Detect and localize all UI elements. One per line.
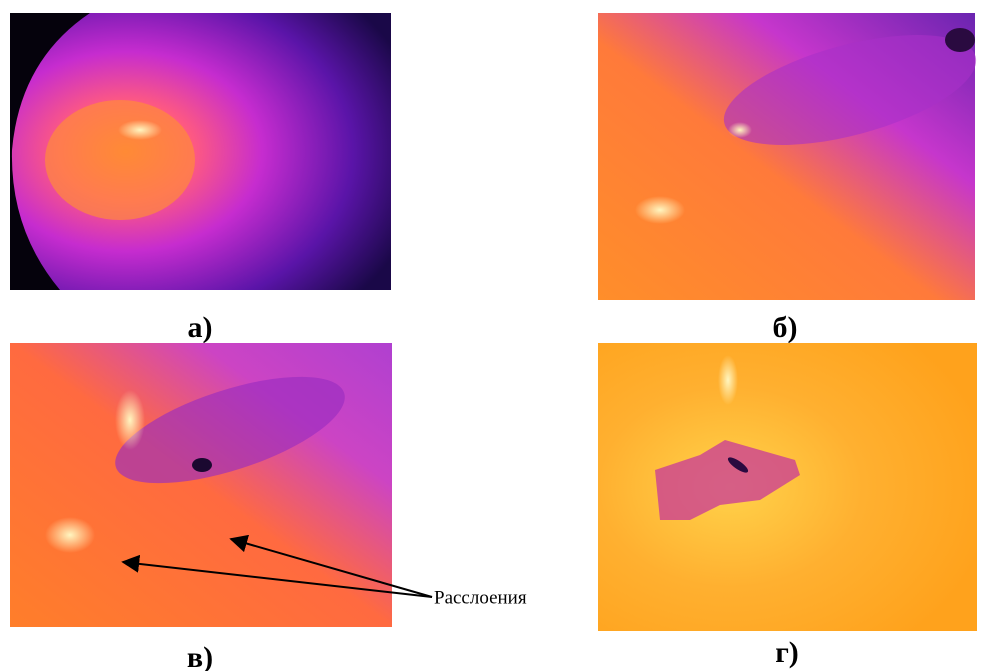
arrow	[121, 554, 433, 598]
panel-label: в)	[187, 641, 213, 671]
annotation: Расслоения	[434, 587, 527, 608]
panel-label: а)	[188, 311, 213, 344]
panel-label: б)	[773, 311, 798, 344]
thermal-image	[598, 13, 977, 300]
panel-label: г)	[775, 636, 799, 669]
thermal-image	[598, 343, 977, 631]
thermal-image	[10, 13, 392, 290]
arrow	[229, 534, 433, 598]
thermal-image	[10, 343, 392, 627]
